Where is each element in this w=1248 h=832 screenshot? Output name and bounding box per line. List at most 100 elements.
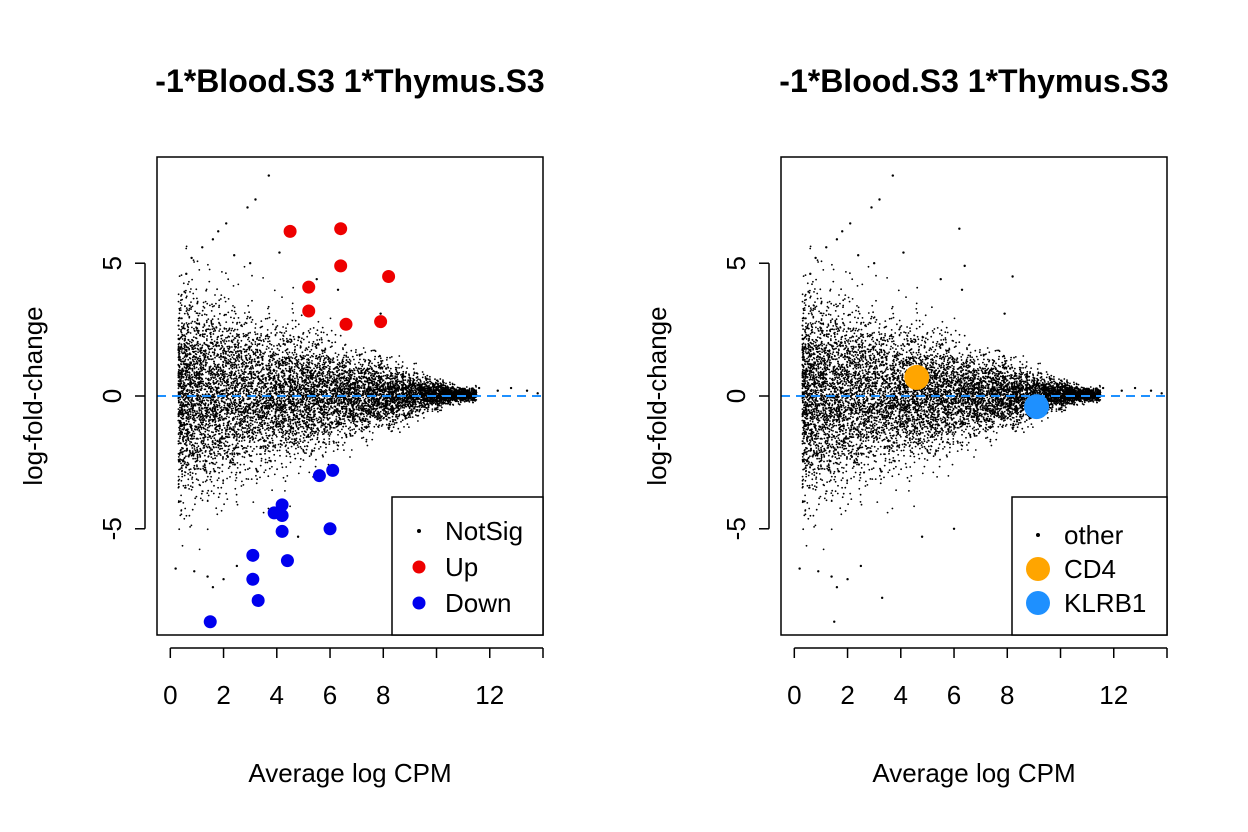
point-notsig bbox=[300, 314, 303, 317]
point-notsig bbox=[222, 369, 225, 371]
point-notsig bbox=[339, 334, 342, 337]
point-notsig bbox=[281, 466, 284, 469]
point-notsig bbox=[193, 419, 196, 422]
point-notsig bbox=[400, 420, 402, 423]
point-notsig bbox=[278, 449, 281, 452]
point-notsig bbox=[307, 374, 309, 377]
point-notsig bbox=[307, 388, 310, 390]
point-notsig bbox=[214, 376, 217, 378]
point-notsig bbox=[244, 371, 247, 374]
point-notsig bbox=[333, 427, 336, 429]
point-notsig bbox=[236, 321, 239, 324]
point-notsig bbox=[299, 409, 302, 411]
point-notsig bbox=[304, 355, 306, 357]
point-notsig bbox=[261, 419, 264, 422]
point-notsig bbox=[294, 377, 296, 380]
point-notsig bbox=[251, 420, 254, 422]
point-notsig bbox=[325, 446, 327, 449]
x-axis-label: Average log CPM bbox=[248, 758, 451, 788]
point-notsig bbox=[271, 348, 273, 350]
point-notsig bbox=[279, 454, 281, 457]
point-notsig bbox=[405, 414, 408, 417]
point-notsig bbox=[373, 358, 376, 361]
point-notsig bbox=[317, 320, 320, 323]
point-notsig bbox=[310, 434, 312, 437]
point-notsig bbox=[365, 438, 368, 441]
point-notsig bbox=[196, 410, 198, 413]
point-notsig bbox=[250, 345, 253, 348]
point-notsig bbox=[435, 379, 438, 382]
point-notsig bbox=[269, 354, 272, 357]
point-notsig bbox=[331, 414, 334, 416]
point-notsig bbox=[296, 381, 299, 384]
point-notsig bbox=[237, 369, 240, 372]
point-notsig bbox=[431, 410, 434, 412]
point-notsig bbox=[213, 315, 216, 317]
point-notsig bbox=[317, 418, 320, 421]
point-notsig bbox=[267, 305, 270, 308]
point-notsig bbox=[183, 517, 186, 520]
point-notsig bbox=[389, 420, 392, 423]
point-notsig bbox=[237, 359, 239, 361]
point-notsig bbox=[274, 444, 277, 446]
point-notsig bbox=[349, 429, 352, 432]
point-notsig bbox=[190, 373, 193, 376]
point-notsig bbox=[403, 426, 405, 428]
point-notsig bbox=[203, 454, 206, 457]
point-notsig bbox=[416, 379, 418, 382]
point-notsig bbox=[306, 420, 308, 423]
point-notsig bbox=[251, 274, 253, 277]
point-notsig bbox=[221, 382, 224, 385]
point-notsig bbox=[217, 450, 220, 453]
point-notsig bbox=[365, 415, 368, 417]
point-notsig bbox=[351, 434, 354, 437]
point-notsig bbox=[231, 443, 234, 446]
point-notsig bbox=[412, 377, 414, 380]
point-notsig bbox=[177, 440, 180, 442]
point-notsig bbox=[180, 330, 182, 333]
point-notsig bbox=[442, 386, 445, 389]
point-notsig bbox=[269, 450, 271, 453]
point-notsig bbox=[206, 492, 209, 494]
point-notsig bbox=[206, 528, 209, 531]
point-notsig bbox=[254, 351, 257, 354]
point-notsig bbox=[441, 406, 443, 409]
point-notsig bbox=[227, 298, 230, 300]
point-notsig bbox=[201, 333, 204, 336]
point-notsig bbox=[397, 363, 400, 366]
point-notsig bbox=[215, 507, 218, 510]
point-notsig bbox=[292, 354, 295, 356]
point-notsig bbox=[259, 370, 262, 373]
point-notsig bbox=[389, 384, 392, 387]
point-notsig bbox=[275, 372, 277, 374]
point-notsig bbox=[191, 369, 194, 372]
point-notsig bbox=[354, 418, 357, 421]
point-notsig bbox=[285, 455, 288, 457]
point-notsig bbox=[315, 377, 317, 379]
point-notsig bbox=[321, 326, 324, 329]
point-notsig bbox=[189, 451, 191, 453]
point-notsig bbox=[345, 385, 347, 387]
point-notsig bbox=[183, 450, 186, 452]
point-notsig bbox=[262, 445, 265, 447]
point-notsig bbox=[199, 413, 202, 416]
point-notsig bbox=[259, 453, 261, 455]
point-notsig bbox=[190, 488, 193, 491]
point-notsig bbox=[225, 458, 228, 460]
point-notsig bbox=[293, 343, 295, 345]
point-notsig bbox=[255, 453, 258, 456]
point-notsig bbox=[267, 347, 270, 349]
point-notsig bbox=[198, 269, 201, 271]
point-notsig bbox=[195, 288, 198, 291]
point-notsig bbox=[331, 407, 334, 409]
point-notsig bbox=[217, 486, 220, 489]
point-notsig bbox=[233, 306, 236, 309]
point-notsig bbox=[219, 312, 221, 315]
point-notsig bbox=[200, 433, 203, 436]
point-notsig bbox=[180, 462, 182, 465]
point-notsig bbox=[188, 307, 191, 310]
point-notsig bbox=[322, 355, 325, 357]
point-notsig bbox=[328, 443, 331, 445]
point-notsig bbox=[226, 345, 229, 348]
point-notsig bbox=[209, 328, 211, 331]
